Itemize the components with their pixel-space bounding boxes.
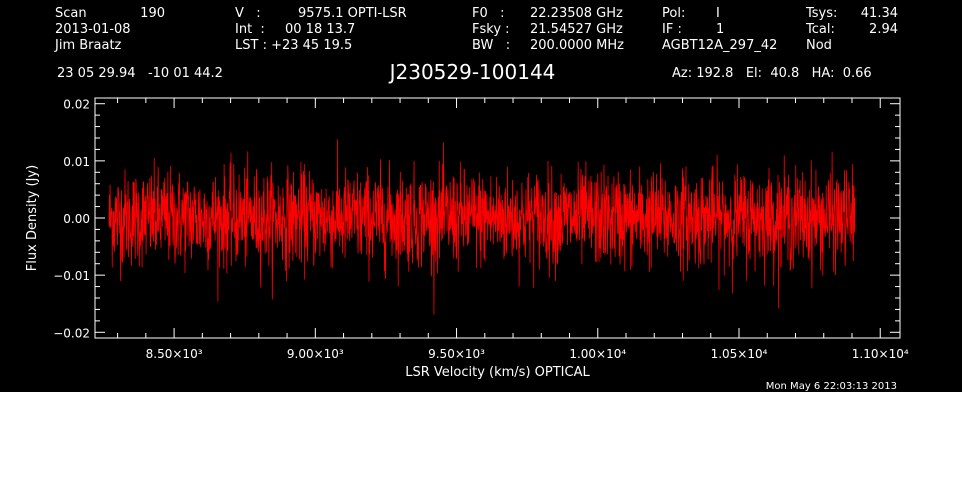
tick-labels: 8.50×10³ 9.00×10³ 9.50×10³ 1.00×10⁴ 1.05×10⁴… xyxy=(53,98,909,361)
x-tick-label: 1.00×10⁴ xyxy=(569,347,626,361)
f0-value: 22.23508 GHz xyxy=(530,6,623,21)
y-tick-label: 0.00 xyxy=(63,212,90,226)
tcal-value: 2.94 xyxy=(869,22,898,37)
lst-readout: LST : +23 45 19.5 xyxy=(235,38,353,53)
plot-timestamp: Mon May 6 22:03:13 2013 xyxy=(766,381,897,392)
y-tick-label: 0.01 xyxy=(63,155,90,169)
x-tick-label: 9.50×10³ xyxy=(428,347,485,361)
if-value: 1 xyxy=(716,22,725,37)
fsky-label: Fsky : xyxy=(472,22,510,37)
scan-label: Scan xyxy=(55,6,87,21)
int-label: Int : xyxy=(235,22,265,37)
tsys-label: Tsys: xyxy=(806,6,838,21)
f0-label: F0 : xyxy=(472,6,505,21)
bw-label: BW : xyxy=(472,38,511,53)
observer-name: Jim Braatz xyxy=(55,38,122,53)
pol-value: I xyxy=(716,6,720,21)
y-axis-label: Flux Density (Jy) xyxy=(25,165,40,271)
project-id: AGBT12A_297_42 xyxy=(662,38,778,53)
fsky-value: 21.54527 GHz xyxy=(530,22,623,37)
y-tick-label: −0.01 xyxy=(53,269,90,283)
spectrum-series-line xyxy=(108,139,856,315)
source-coords: 23 05 29.94 -10 01 44.2 xyxy=(57,66,223,81)
pol-label: Pol: xyxy=(662,6,686,21)
y-tick-label: −0.02 xyxy=(53,326,90,340)
obs-date: 2013-01-08 xyxy=(55,22,131,37)
y-tick-label: 0.02 xyxy=(63,98,90,112)
nod-label: Nod xyxy=(806,38,832,53)
if-label: IF : xyxy=(662,22,682,37)
bw-value: 200.0000 MHz xyxy=(530,38,624,53)
series-layer xyxy=(108,139,856,315)
velocity-label: V : xyxy=(235,6,261,21)
axis-ticks xyxy=(95,98,900,338)
tcal-label: Tcal: xyxy=(806,22,835,37)
x-tick-label: 1.10×10⁴ xyxy=(852,347,909,361)
int-value: 00 18 13.7 xyxy=(285,22,356,37)
az-el-ha-readout: Az: 192.8 El: 40.8 HA: 0.66 xyxy=(672,66,872,81)
source-title: J230529-100144 xyxy=(389,60,556,84)
scan-number: 190 xyxy=(140,6,165,21)
x-tick-label: 9.00×10³ xyxy=(287,347,344,361)
x-tick-label: 1.05×10⁴ xyxy=(711,347,768,361)
tsys-value: 41.34 xyxy=(860,6,898,21)
velocity-value: 9575.1 OPTI-LSR xyxy=(298,6,407,21)
x-axis-label: LSR Velocity (km/s) OPTICAL xyxy=(405,365,590,380)
spectrum-chart: 8.50×10³ 9.00×10³ 9.50×10³ 1.00×10⁴ 1.05×10⁴… xyxy=(25,97,909,392)
x-tick-label: 8.50×10³ xyxy=(146,347,203,361)
